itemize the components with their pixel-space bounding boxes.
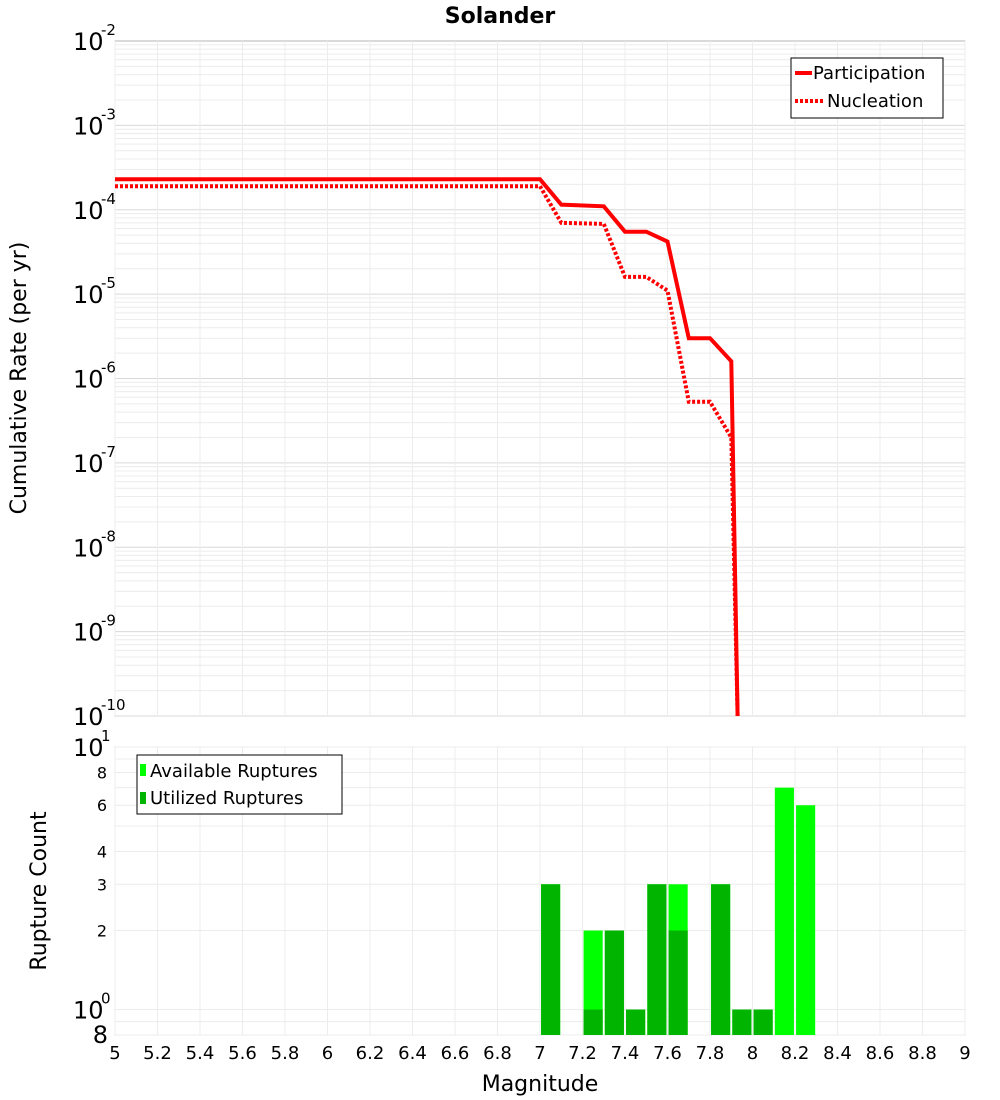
available-bar [583,930,603,1035]
utilized-bar [583,1009,603,1035]
rate-y-tick-exponent: -4 [101,190,116,208]
count-y-tick-exponent: 0 [101,990,111,1008]
rate-y-tick-base: 10 [73,703,104,731]
count-y-tick-minor: 2 [97,922,107,941]
rate-y-tick-exponent: -6 [101,359,116,377]
rate-legend-box [790,57,944,119]
x-tick-label: 8.6 [866,1043,895,1064]
count-y-tick-minor: 6 [97,796,107,815]
utilized-bar [626,1009,646,1035]
count-y-tick-minor: 8 [97,763,107,782]
legend-utilized-swatch [140,792,146,804]
available-bar [796,805,816,1035]
x-tick-label: 8.2 [781,1043,810,1064]
rate-grid [114,41,966,717]
x-tick-label: 6 [322,1043,333,1064]
utilized-bar [711,884,731,1035]
x-tick-label: 5.6 [228,1043,257,1064]
count-y-tick-minor: 3 [97,875,107,894]
x-tick-label: 7.6 [653,1043,682,1064]
count-y-tick-bottom: 8 [93,1021,108,1049]
count-bars [541,787,816,1035]
x-tick-label: 8 [747,1043,758,1064]
chart-title: Solander [445,4,556,29]
rate-y-tick-base: 10 [73,28,104,56]
count-y-tick-base: 10 [73,997,104,1025]
x-tick-label: 8.8 [908,1043,937,1064]
rate-panel: 10-210-310-410-510-610-710-810-910-10 Cu… [7,21,966,731]
rate-y-tick-base: 10 [73,619,104,647]
count-grid [114,746,966,1036]
legend-nucleation-label: Nucleation [827,91,923,112]
rate-y-tick-base: 10 [73,197,104,225]
utilized-bar [604,930,624,1035]
rate-y-tick-exponent: -3 [101,105,116,123]
rate-y-axis-label: Cumulative Rate (per yr) [7,242,32,515]
rate-y-tick-exponent: -2 [101,21,116,39]
legend-available-swatch [140,764,146,776]
count-legend: Available Ruptures Utilized Ruptures [136,754,343,815]
count-legend-box [136,754,343,815]
rate-y-tick-exponent: -10 [101,696,126,714]
legend-participation-label: Participation [813,63,925,84]
utilized-bar [647,884,667,1035]
available-bar [774,787,794,1035]
x-tick-label: 6.6 [441,1043,470,1064]
x-tick-label: 6.8 [483,1043,512,1064]
legend-utilized-label: Utilized Ruptures [150,788,303,809]
x-tick-label: 5 [109,1043,120,1064]
rate-series [115,177,740,717]
rate-y-ticks: 10-210-310-410-510-610-710-810-910-10 [73,21,126,731]
rate-y-tick-exponent: -9 [101,612,116,630]
x-tick-label: 8.4 [823,1043,852,1064]
x-tick-label: 7.4 [611,1043,640,1064]
rate-y-tick-exponent: -7 [101,443,116,461]
rate-y-tick-exponent: -5 [101,274,116,292]
x-tick-label: 5.4 [186,1043,215,1064]
x-tick-label: 6.2 [356,1043,385,1064]
count-y-tick-base: 10 [73,734,104,762]
x-tick-label: 5.2 [143,1043,172,1064]
count-x-ticks: 5 5.2 5.4 5.6 5.8 6 6.2 6.4 6.6 6.8 7 7.2 7.4 7.6 7.8 8… [109,1043,970,1064]
nucleation-line [115,184,740,717]
participation-line [115,177,740,717]
rate-y-tick-exponent: -8 [101,527,116,545]
x-tick-label: 7.8 [696,1043,725,1064]
x-tick-label: 5.8 [271,1043,300,1064]
rate-y-tick-base: 10 [73,366,104,394]
x-axis-label: Magnitude [482,1072,599,1097]
count-y-tick-minor: 4 [97,842,107,861]
utilized-bar [668,930,688,1035]
legend-available-label: Available Ruptures [150,761,318,782]
rate-y-tick-base: 10 [73,534,104,562]
x-tick-label: 6.4 [398,1043,427,1064]
x-tick-label: 7 [534,1043,545,1064]
count-y-tick-exponent: 1 [101,727,111,745]
x-tick-label: 9 [959,1043,970,1064]
rate-y-tick-base: 10 [73,450,104,478]
rate-y-tick-base: 10 [73,281,104,309]
x-tick-label: 7.2 [568,1043,597,1064]
count-y-axis-label: Rupture Count [27,811,52,971]
utilized-bar [541,884,561,1035]
rate-legend: Participation Nucleation [790,57,944,119]
utilized-bar [732,1009,752,1035]
rate-y-tick-base: 10 [73,112,104,140]
utilized-bar [753,1009,773,1035]
